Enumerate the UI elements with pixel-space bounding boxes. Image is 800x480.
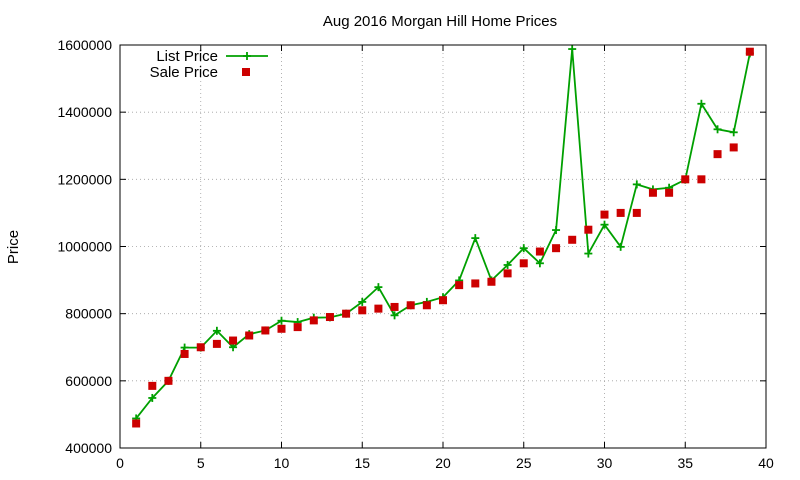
data-point xyxy=(325,313,334,322)
data-point xyxy=(471,279,480,288)
data-point xyxy=(293,323,302,332)
data-point xyxy=(729,128,738,137)
data-point xyxy=(374,283,383,292)
y-tick-label: 1200000 xyxy=(57,171,112,187)
data-point xyxy=(229,343,238,352)
data-point xyxy=(648,188,657,197)
data-point xyxy=(665,188,674,197)
legend-label: Sale Price xyxy=(150,64,218,81)
data-point xyxy=(503,260,512,269)
data-point xyxy=(212,339,221,348)
data-point xyxy=(277,316,286,325)
data-point xyxy=(745,47,754,56)
x-tick-label: 30 xyxy=(597,455,613,471)
y-tick-label: 400000 xyxy=(65,440,112,456)
data-point xyxy=(148,381,157,390)
x-tick-label: 15 xyxy=(354,455,370,471)
data-point xyxy=(632,180,641,189)
y-axis-label: Price xyxy=(5,230,22,264)
legend-entry: List Price xyxy=(156,48,268,65)
data-point xyxy=(148,393,157,402)
data-point xyxy=(487,277,496,286)
data-point xyxy=(229,336,238,345)
x-tick-label: 10 xyxy=(274,455,290,471)
data-point xyxy=(390,302,399,311)
data-point xyxy=(439,296,447,305)
x-tick-label: 40 xyxy=(758,455,774,471)
data-point xyxy=(180,349,189,358)
data-point xyxy=(519,259,528,268)
data-point xyxy=(374,304,383,313)
data-point xyxy=(406,301,415,310)
axis-ticks: 0 5 10 15 20 25 30 35 40 400000 600000 800000 100000… xyxy=(57,37,774,471)
data-point xyxy=(568,235,577,244)
x-tick-label: 25 xyxy=(516,455,532,471)
data-point xyxy=(713,150,722,159)
data-point xyxy=(471,234,480,243)
data-point xyxy=(503,269,512,278)
data-point xyxy=(358,306,367,315)
y-tick-label: 1600000 xyxy=(57,37,112,53)
legend-entry: Sale Price xyxy=(150,64,250,81)
data-point xyxy=(552,226,561,235)
data-point xyxy=(164,376,173,385)
y-tick-label: 600000 xyxy=(65,373,112,389)
chart-title: Aug 2016 Morgan Hill Home Prices xyxy=(323,13,557,30)
data-point xyxy=(261,326,270,335)
data-point xyxy=(616,208,625,217)
data-point xyxy=(245,331,254,340)
data-point xyxy=(277,324,286,333)
x-tick-label: 35 xyxy=(677,455,693,471)
data-point xyxy=(535,247,544,256)
data-point xyxy=(600,210,609,219)
data-point xyxy=(390,311,399,320)
y-tick-label: 1400000 xyxy=(57,104,112,120)
x-tick-label: 0 xyxy=(116,455,124,471)
data-point xyxy=(422,301,431,310)
legend-marker xyxy=(243,52,251,60)
legend-marker xyxy=(242,68,250,76)
data-point xyxy=(132,419,141,428)
data-point xyxy=(632,208,641,217)
x-tick-label: 5 xyxy=(197,455,205,471)
data-point xyxy=(342,309,351,318)
data-point xyxy=(196,343,205,352)
data-point xyxy=(568,45,577,54)
data-point xyxy=(681,175,690,184)
data-point xyxy=(697,99,706,108)
data-point xyxy=(697,175,706,184)
grid-lines xyxy=(120,45,766,448)
x-tick-label: 20 xyxy=(435,455,451,471)
data-point xyxy=(584,225,593,234)
y-tick-label: 1000000 xyxy=(57,239,112,255)
y-tick-label: 800000 xyxy=(65,306,112,322)
legend-label: List Price xyxy=(156,48,218,65)
data-point xyxy=(455,281,464,290)
data-point xyxy=(584,249,593,258)
data-point xyxy=(309,316,318,325)
data-point xyxy=(519,244,528,253)
data-point xyxy=(535,259,544,268)
data-point xyxy=(600,220,609,229)
data-point xyxy=(729,143,738,152)
data-point xyxy=(212,326,221,335)
data-point xyxy=(358,297,367,306)
series-sale-price xyxy=(132,47,754,428)
data-point xyxy=(713,125,722,134)
data-point xyxy=(616,242,625,251)
data-point xyxy=(552,244,561,253)
plot-area xyxy=(132,45,754,428)
